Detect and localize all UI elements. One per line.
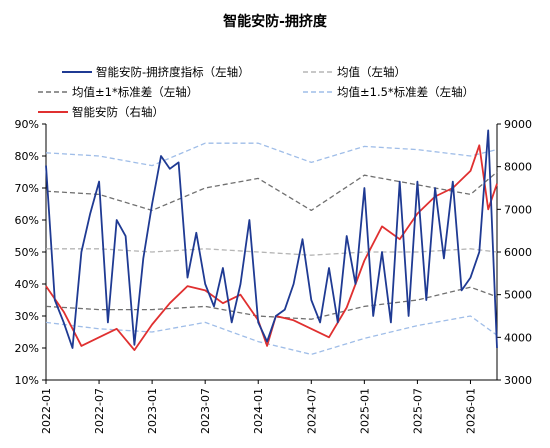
x-tick-label: 2024-07 <box>305 388 318 434</box>
x-tick-label: 2024-01 <box>252 388 265 434</box>
x-tick-label: 2025-01 <box>358 388 371 434</box>
legend-label-price: 智能安防（右轴） <box>72 105 164 119</box>
left-tick-label: 60% <box>15 214 39 227</box>
x-tick-label: 2025-07 <box>411 388 424 434</box>
left-tick-label: 80% <box>15 150 39 163</box>
left-axis-ticks: 10% 20% 30% 40% 50% 60% 70% 80% 90% <box>15 118 46 387</box>
series-line-4 <box>45 142 498 167</box>
x-axis-ticks: 2022-01 2022-07 2023-01 2023-07 2024-01 2024-… <box>40 380 477 434</box>
legend-entry: 均值（左轴） <box>303 65 406 79</box>
left-tick-label: 50% <box>15 246 39 259</box>
x-tick-label: 2023-01 <box>146 388 159 434</box>
right-tick-label: 9000 <box>504 118 532 131</box>
x-tick-label: 2023-07 <box>199 388 212 434</box>
right-tick-label: 4000 <box>504 331 532 344</box>
plot-lines <box>45 129 498 356</box>
legend-entry: 智能安防（右轴） <box>38 105 164 119</box>
series-line-2 <box>45 171 498 212</box>
left-tick-label: 90% <box>15 118 39 131</box>
series-line-3 <box>45 286 498 320</box>
x-tick-label: 2026-01 <box>464 388 477 434</box>
legend-entry: 均值±1*标准差（左轴） <box>38 85 198 99</box>
chart-title: 智能安防-拥挤度 <box>222 13 328 30</box>
x-tick-label: 2022-07 <box>93 388 106 434</box>
right-tick-label: 6000 <box>504 246 532 259</box>
left-tick-label: 30% <box>15 310 39 323</box>
series-line-5 <box>45 315 498 356</box>
left-tick-label: 10% <box>15 374 39 387</box>
right-tick-label: 7000 <box>504 203 532 216</box>
right-axis-ticks: 3000 4000 5000 6000 7000 8000 9000 <box>497 118 532 387</box>
left-tick-label: 20% <box>15 342 39 355</box>
legend-entry: 智能安防-拥挤度指标（左轴） <box>62 65 250 79</box>
right-tick-label: 8000 <box>504 161 532 174</box>
legend-entry: 均值±1.5*标准差（左轴） <box>303 85 474 99</box>
x-tick-label: 2022-01 <box>40 388 53 434</box>
series-line-0 <box>45 129 498 349</box>
left-tick-label: 70% <box>15 182 39 195</box>
right-tick-label: 3000 <box>504 374 532 387</box>
legend-label-crowding: 智能安防-拥挤度指标（左轴） <box>96 65 250 79</box>
legend-label-std15: 均值±1.5*标准差（左轴） <box>337 85 474 99</box>
left-tick-label: 40% <box>15 278 39 291</box>
right-tick-label: 5000 <box>504 289 532 302</box>
legend-label-std1: 均值±1*标准差（左轴） <box>72 85 198 99</box>
legend-label-mean: 均值（左轴） <box>337 65 406 79</box>
legend: 智能安防-拥挤度指标（左轴） 均值（左轴） 均值±1*标准差（左轴） 均值±1.… <box>38 65 474 119</box>
